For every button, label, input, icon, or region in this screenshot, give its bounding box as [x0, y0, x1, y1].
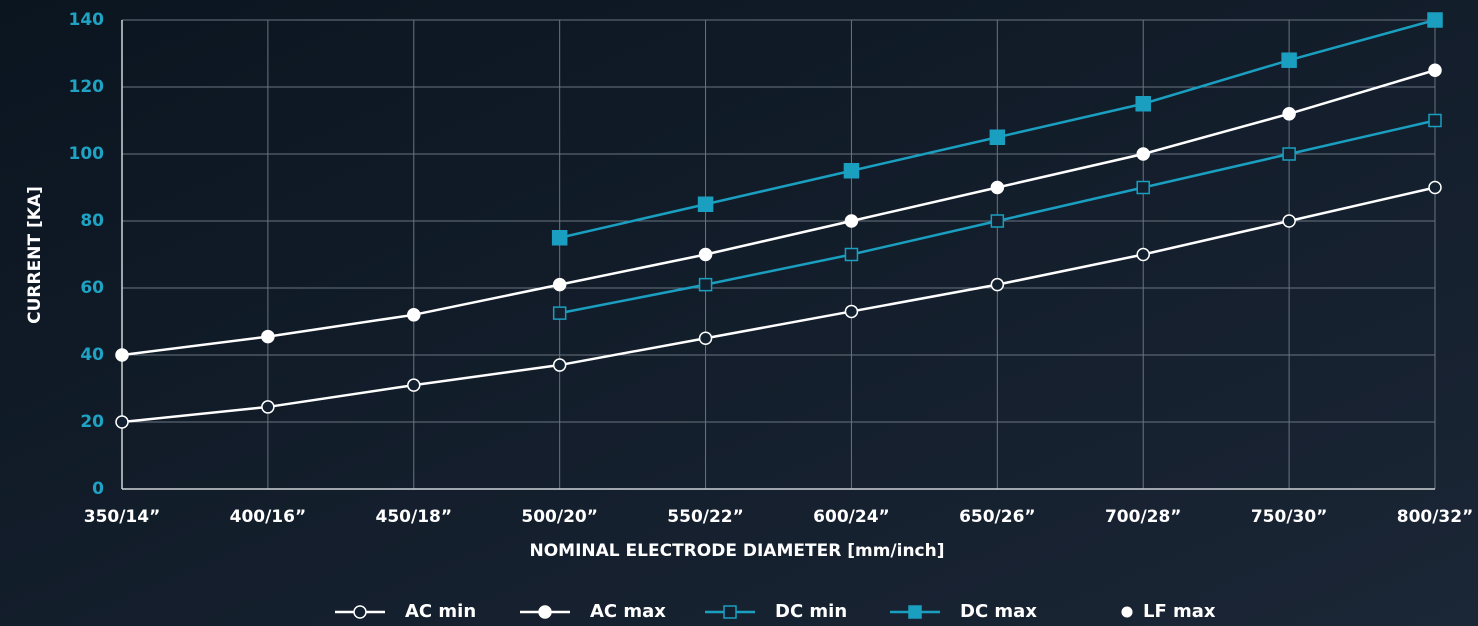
marker	[552, 306, 567, 320]
marker	[908, 605, 922, 619]
y-tick-label: 100	[69, 144, 105, 164]
marker	[1135, 96, 1151, 112]
marker	[844, 247, 859, 262]
marker	[698, 331, 713, 345]
y-tick-label: 80	[80, 211, 104, 231]
y-tick-label: 140	[69, 10, 105, 30]
marker	[1121, 606, 1133, 618]
series-line	[121, 186, 1436, 424]
marker	[990, 277, 1005, 292]
marker	[844, 214, 859, 228]
x-tick-label: 700/28”	[1105, 507, 1182, 527]
marker	[698, 277, 713, 292]
x-tick-label: 750/30”	[1251, 507, 1328, 527]
y-tick-label: 60	[80, 278, 104, 298]
marker	[990, 214, 1005, 228]
x-tick-label: 550/22”	[667, 507, 744, 527]
y-tick-label: 0	[92, 479, 104, 499]
marker	[115, 348, 129, 362]
marker	[1136, 247, 1150, 262]
marker	[1136, 180, 1150, 195]
x-tick-label: 450/18”	[376, 507, 453, 527]
marker	[261, 400, 275, 414]
marker	[538, 605, 552, 619]
marker	[1136, 147, 1150, 161]
x-axis-label: NOMINAL ELECTRODE DIAMETER [mm/inch]	[530, 541, 945, 561]
y-tick-label: 20	[80, 412, 104, 432]
marker	[843, 163, 860, 179]
marker	[723, 605, 737, 619]
marker	[1428, 113, 1442, 128]
marker	[1282, 107, 1296, 121]
marker	[407, 378, 421, 392]
marker	[989, 129, 1006, 145]
y-axis-label: CURRENT [KA]	[25, 186, 45, 324]
marker	[552, 277, 567, 292]
legend-label: LF max	[1143, 601, 1216, 622]
series-line	[121, 69, 1436, 357]
y-tick-label: 40	[80, 345, 104, 365]
legend-label: DC min	[775, 601, 847, 622]
legend-label: AC min	[405, 601, 476, 622]
marker	[115, 415, 129, 429]
x-tick-label: 500/20”	[521, 507, 598, 527]
x-tick-label: 800/32”	[1397, 507, 1474, 527]
marker	[697, 196, 714, 212]
marker	[1282, 214, 1296, 228]
y-tick-label: 120	[69, 77, 105, 97]
marker	[1281, 52, 1297, 68]
x-tick-label: 350/14”	[84, 507, 161, 527]
marker	[844, 304, 859, 319]
legend-label: DC max	[960, 601, 1037, 622]
marker	[353, 605, 367, 619]
x-tick-label: 600/24”	[813, 507, 890, 527]
marker	[698, 247, 713, 262]
x-tick-label: 650/26”	[959, 507, 1036, 527]
marker	[552, 358, 567, 372]
x-tick-label: 400/16”	[230, 507, 307, 527]
marker	[551, 230, 568, 246]
marker	[407, 308, 421, 322]
marker	[1282, 147, 1296, 161]
marker	[1428, 63, 1442, 77]
marker	[1427, 12, 1443, 28]
marker	[990, 180, 1005, 195]
marker	[261, 329, 275, 344]
legend-label: AC max	[590, 601, 666, 622]
marker	[1428, 180, 1442, 195]
